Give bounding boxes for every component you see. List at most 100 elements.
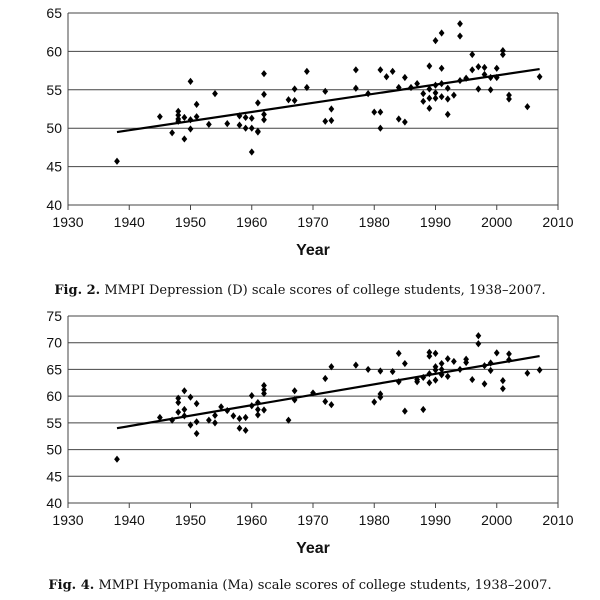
data-point-7 [181,113,188,122]
x-axis-label: Year [296,540,330,557]
data-point-71 [444,95,451,103]
data-point-57 [426,62,433,70]
data-point-66 [438,64,445,72]
data-point-15 [212,419,218,427]
y-tick-label-45: 45 [46,159,62,175]
x-tick-label-2010: 2010 [542,214,573,230]
data-point-79 [487,359,494,367]
data-point-19 [242,113,249,122]
data-point-6 [175,117,182,125]
data-point-8 [181,387,188,395]
data-point-29 [261,406,267,414]
data-point-85 [493,73,500,82]
data-point-35 [303,67,310,75]
data-point-55 [420,90,427,98]
data-point-41 [352,361,359,369]
data-point-12 [193,100,200,108]
data-point-13 [193,400,200,408]
data-point-37 [322,397,329,406]
data-point-79 [475,63,482,71]
x-tick-label-1930: 1930 [52,512,83,528]
data-point-51 [401,73,408,82]
data-point-17 [236,112,243,120]
data-point-75 [475,332,482,340]
x-tick-label-1980: 1980 [359,512,390,528]
y-tick-label-65: 65 [46,5,62,21]
data-point-36 [322,87,329,95]
data-point-5 [175,394,182,402]
data-point-28 [261,70,267,78]
x-tick-label-1990: 1990 [420,214,451,230]
data-point-76 [481,362,488,370]
data-point-39 [328,116,335,125]
data-point-80 [493,349,500,357]
data-point-85 [524,369,531,377]
data-point-91 [524,103,531,111]
data-point-21 [236,424,243,432]
data-point-40 [328,363,335,371]
data-point-61 [432,81,439,89]
data-point-3 [175,107,182,115]
data-point-47 [383,73,390,81]
data-point-1 [156,413,163,422]
y-tick-label-60: 60 [46,43,62,59]
data-point-74 [457,32,463,40]
data-point-44 [377,66,384,74]
y-tick-label-60: 60 [46,388,62,404]
y-tick-label-55: 55 [46,82,62,98]
data-point-41 [352,84,359,92]
data-point-56 [420,97,427,105]
data-point-89 [506,91,512,99]
data-point-29 [261,110,267,118]
data-point-36 [310,389,316,397]
y-tick-label-40: 40 [46,495,62,511]
x-tick-label-1980: 1980 [359,214,390,230]
x-tick-label-1940: 1940 [114,512,145,528]
data-point-38 [322,374,329,383]
data-point-54 [414,80,421,88]
data-point-34 [303,83,310,92]
data-point-86 [493,64,500,72]
trendline [116,67,540,134]
data-point-81 [481,70,488,79]
data-point-51 [401,407,408,415]
data-point-23 [248,148,255,156]
data-point-27 [261,90,267,99]
data-point-78 [469,66,476,74]
data-point-18 [224,406,231,415]
data-point-45 [377,108,384,116]
data-point-69 [444,84,451,92]
depression-chart-svg: 40 45 50 55 60 65 1930 1940 1950 1960 1970 1980 1990… [46,5,573,259]
data-point-46 [377,393,384,401]
data-point-50 [395,115,402,123]
y-tick-label-40: 40 [46,197,62,213]
data-point-60 [432,349,439,357]
data-point-32 [261,389,267,398]
data-point-39 [328,401,335,409]
depression-caption-label: Fig. 2. [54,283,101,298]
data-point-84 [506,350,512,358]
data-point-9 [187,116,194,124]
data-point-20 [242,124,249,132]
data-point-4 [175,111,182,119]
data-point-11 [193,418,200,426]
data-point-22 [242,413,249,422]
data-point-20 [236,414,243,423]
data-point-12 [193,429,200,438]
data-point-81 [499,377,506,385]
data-point-78 [487,366,494,375]
data-point-92 [536,73,543,81]
data-point-56 [426,348,433,356]
depression-chart: 40 45 50 55 60 65 1930 1940 1950 1960 1970 1980 1990… [0,0,600,270]
data-point-42 [365,365,372,374]
data-point-74 [475,340,482,348]
hypomania-caption-text: MMPI Hypomania (Ma) scale scores of coll… [98,578,552,593]
data-point-68 [438,93,445,101]
data-point-25 [248,392,255,400]
data-point-58 [426,85,433,93]
y-tick-label-70: 70 [46,335,62,351]
data-point-70 [457,365,463,374]
data-point-64 [432,37,439,45]
data-point-82 [481,63,488,72]
data-point-87 [499,50,506,59]
